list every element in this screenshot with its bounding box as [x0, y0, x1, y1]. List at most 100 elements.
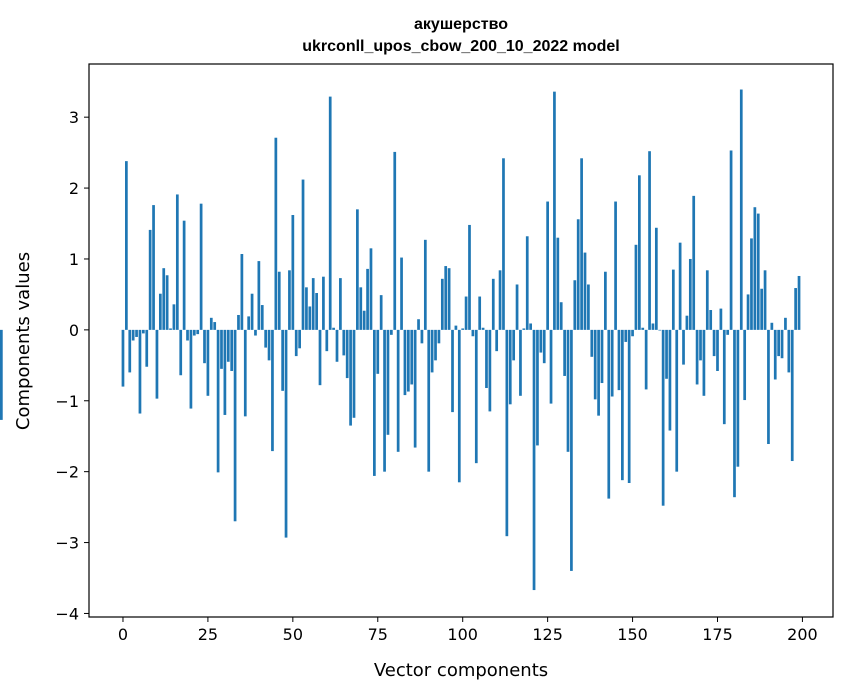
bar — [702, 329, 706, 396]
bar — [325, 329, 329, 352]
bar — [563, 329, 566, 376]
bar — [790, 329, 794, 462]
bar — [658, 329, 662, 331]
bar — [736, 329, 740, 467]
bar — [223, 329, 227, 415]
y-tick-label: −3 — [55, 534, 79, 553]
bar — [281, 329, 284, 391]
bar — [220, 329, 223, 369]
bar — [457, 329, 461, 483]
bar — [162, 268, 166, 330]
bar — [345, 329, 349, 379]
bar — [648, 151, 651, 330]
y-tick-label: −1 — [55, 392, 79, 411]
bar — [271, 329, 274, 452]
y-tick-label: 0 — [69, 321, 79, 340]
bar — [468, 224, 471, 330]
bar — [376, 329, 380, 374]
bar — [505, 329, 509, 537]
bar — [342, 329, 346, 356]
bar — [498, 270, 502, 330]
bar — [699, 329, 702, 361]
bar — [739, 89, 743, 330]
bar — [760, 288, 764, 330]
bar — [213, 322, 217, 330]
bar — [617, 329, 621, 391]
bar — [485, 329, 488, 389]
bar — [274, 137, 278, 330]
bar — [794, 288, 797, 330]
bar — [264, 329, 268, 348]
bar — [519, 329, 522, 396]
bar — [719, 308, 723, 330]
bar — [379, 295, 383, 330]
bar — [243, 329, 247, 417]
bar — [413, 329, 417, 448]
bar — [461, 328, 465, 330]
bar — [675, 329, 679, 472]
bar — [580, 158, 583, 330]
bar — [298, 329, 301, 349]
bar — [770, 322, 774, 330]
bar — [393, 151, 397, 330]
bar — [556, 237, 560, 330]
bar — [750, 238, 753, 330]
bar — [624, 329, 628, 342]
bar — [288, 270, 291, 330]
bar — [423, 239, 427, 330]
bar — [339, 278, 342, 330]
bar — [189, 329, 193, 409]
bar — [464, 296, 468, 330]
bar — [369, 248, 373, 330]
bar — [386, 329, 390, 435]
bar — [668, 329, 672, 431]
bar — [182, 220, 186, 330]
bar — [784, 317, 787, 330]
x-tick-label: 0 — [118, 625, 128, 644]
bar — [237, 314, 240, 330]
bar — [135, 329, 138, 337]
bar — [733, 329, 736, 498]
bar — [559, 302, 563, 330]
bar — [638, 175, 641, 330]
bar — [621, 329, 624, 481]
bar — [349, 329, 352, 426]
bar — [502, 158, 505, 330]
bar — [155, 329, 159, 399]
bar — [607, 329, 611, 499]
bar — [230, 329, 234, 371]
bar — [641, 327, 645, 330]
bar — [671, 269, 675, 330]
bar — [525, 236, 529, 330]
y-tick-label: 3 — [69, 108, 79, 127]
bar — [508, 329, 512, 405]
y-tick-label: −4 — [55, 604, 79, 623]
y-tick-label: 1 — [69, 250, 79, 269]
bar — [797, 275, 801, 330]
bar — [332, 327, 335, 330]
bar — [729, 150, 733, 330]
bar — [165, 275, 169, 330]
bar — [481, 327, 485, 330]
bar — [767, 329, 770, 445]
plot-area-frame — [88, 63, 834, 618]
bar — [430, 329, 434, 373]
bar — [627, 329, 631, 484]
bar — [654, 227, 658, 330]
bar — [233, 329, 237, 522]
bar — [536, 329, 539, 446]
bar — [688, 258, 692, 330]
bar — [125, 161, 128, 330]
bar — [267, 329, 271, 361]
bar — [328, 96, 332, 330]
bar — [539, 329, 543, 353]
bar — [512, 329, 516, 361]
x-tick-label: 150 — [617, 625, 648, 644]
bar — [335, 329, 339, 362]
bar — [600, 329, 604, 384]
bar — [315, 293, 318, 330]
bar — [597, 329, 600, 416]
x-axis-label: Vector components — [374, 660, 548, 681]
